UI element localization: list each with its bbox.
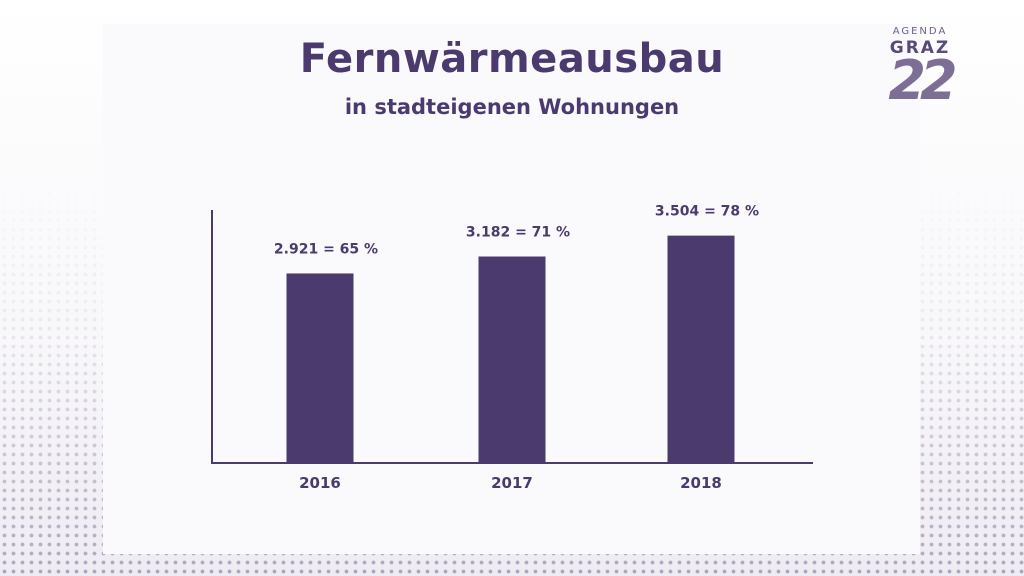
x-tick-label-2016: 2016: [299, 474, 341, 492]
bar-2018: [667, 235, 735, 463]
bars-group: 2.921 = 65 % 2016 3.182 = 71 % 2017 3.504 = …: [274, 204, 759, 492]
logo-number: 22: [888, 49, 957, 112]
agenda-graz-logo: AGENDA GRAZ 22: [884, 26, 957, 112]
bar-2017: [478, 256, 546, 463]
x-tick-label-2018: 2018: [680, 474, 722, 492]
x-tick-label-2017: 2017: [491, 474, 533, 492]
chart-subtitle: in stadteigenen Wohnungen: [344, 95, 680, 119]
logo-graz-text: GRAZ: [889, 38, 951, 58]
data-label-2017: 3.182 = 71 %: [466, 225, 570, 241]
data-label-2018: 3.504 = 78 %: [655, 204, 759, 220]
bar-2016: [286, 273, 354, 463]
data-label-2016: 2.921 = 65 %: [274, 241, 378, 257]
logo-agenda-text: AGENDA: [892, 26, 948, 37]
chart-title: Fernwärmeausbau: [299, 36, 725, 82]
